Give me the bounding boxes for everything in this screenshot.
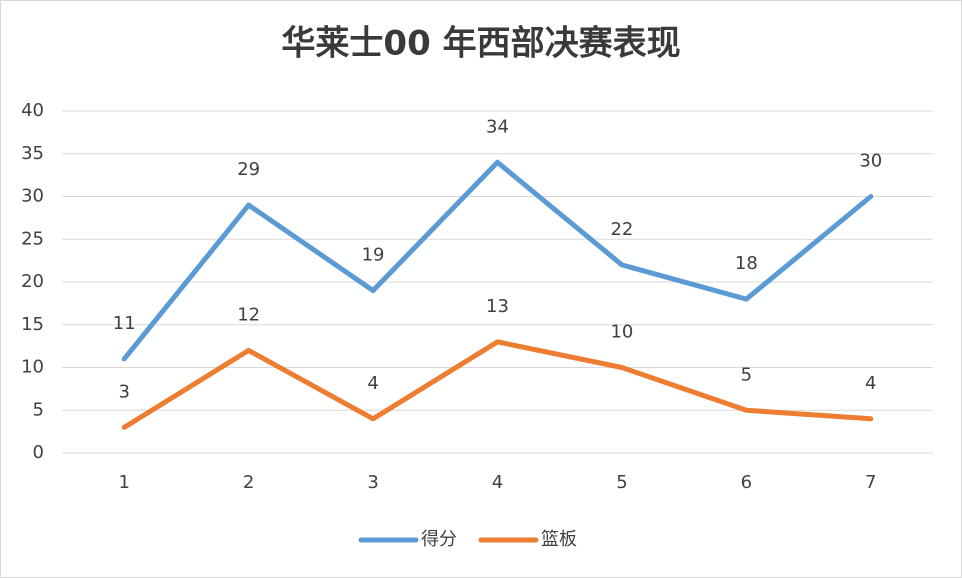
data-label: 18 (735, 253, 758, 274)
y-tick-label: 35 (21, 143, 44, 164)
data-label: 11 (113, 313, 136, 334)
x-tick-label: 3 (367, 472, 378, 493)
x-tick-label: 6 (741, 472, 752, 493)
y-tick-label: 10 (21, 357, 44, 378)
y-tick-label: 15 (21, 314, 44, 335)
legend-label: 篮板 (541, 529, 577, 550)
data-label: 3 (118, 381, 129, 402)
data-label: 12 (237, 304, 260, 325)
x-tick-label: 2 (243, 472, 254, 493)
y-tick-label: 40 (21, 100, 44, 121)
data-label: 19 (362, 245, 385, 266)
data-label: 13 (486, 296, 509, 317)
x-tick-label: 1 (118, 472, 129, 493)
data-label: 5 (741, 364, 752, 385)
data-label: 30 (859, 151, 882, 172)
y-tick-label: 25 (21, 228, 44, 249)
series-line (121, 339, 874, 430)
data-label: 4 (865, 373, 876, 394)
legend-label: 得分 (421, 529, 457, 550)
series-line (121, 159, 874, 362)
y-tick-label: 5 (33, 399, 44, 420)
x-tick-label: 7 (865, 472, 876, 493)
y-tick-label: 30 (21, 186, 44, 207)
data-label: 22 (610, 219, 633, 240)
x-tick-label: 5 (616, 472, 627, 493)
data-label: 10 (610, 322, 633, 343)
data-label: 34 (486, 116, 509, 137)
y-tick-label: 20 (21, 271, 44, 292)
chart-title: 华莱士00 年西部决赛表现 (281, 24, 680, 64)
data-label: 29 (237, 159, 260, 180)
y-tick-label: 0 (33, 442, 44, 463)
data-label: 4 (367, 373, 378, 394)
x-tick-label: 4 (492, 472, 503, 493)
